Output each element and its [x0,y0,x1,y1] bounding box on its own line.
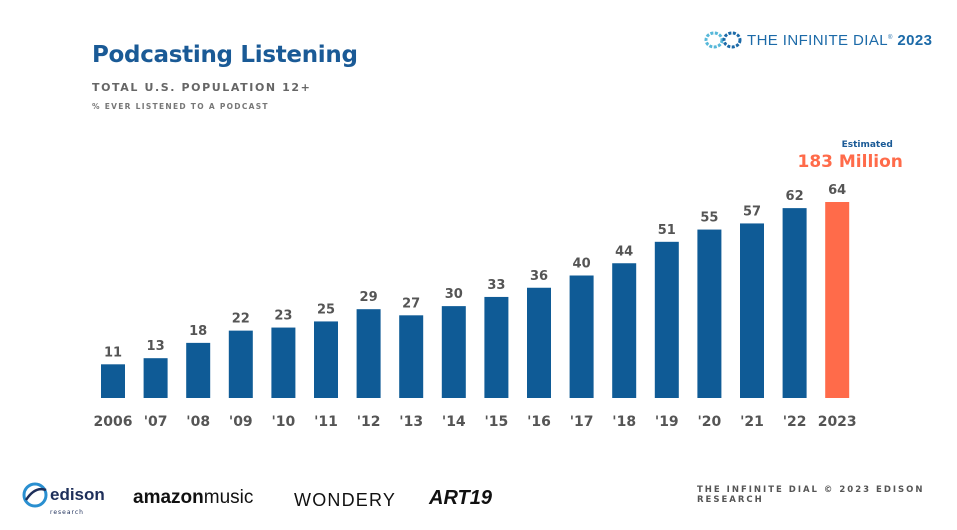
bar-8 [441,306,466,398]
value-label-15: 57 [743,204,761,219]
tick-label-5: '11 [314,414,338,430]
edison-logo: edison research [22,480,105,516]
value-label-1: 13 [147,339,165,354]
brand-prefix: THE INFINITE DIAL [747,31,888,49]
value-label-11: 40 [573,257,591,272]
infinite-dial-brand: THE INFINITE DIAL® 2023 [704,31,932,49]
tick-label-1: '07 [144,414,168,430]
tick-label-12: '18 [612,414,636,430]
tick-label-6: '12 [357,414,381,430]
annotation-small: Estimated [842,140,893,150]
tick-label-9: '15 [485,414,509,430]
bar-12 [612,263,637,398]
bar-chart: 11 2006 13 '07 18 '08 22 '09 23 '10 25 '11 29 '12 27 '1… [94,140,903,430]
value-label-9: 33 [487,278,505,293]
infinity-icon [704,31,742,49]
tick-label-0: 2006 [94,414,133,430]
amazon-music-logo: amazonmusic [133,487,253,509]
annotation-big: 183 Million [797,152,902,172]
value-label-12: 44 [615,244,633,259]
tick-label-3: '09 [229,414,253,430]
sponsor-logos: edison research amazonmusic WONDERY ART1… [22,478,542,522]
tick-label-14: '20 [698,414,722,430]
tick-label-10: '16 [527,414,551,430]
bar-0 [101,364,125,398]
bar-15 [740,223,764,398]
value-label-14: 55 [700,211,718,226]
bar-4 [271,327,296,398]
value-label-10: 36 [530,269,548,284]
bar-17 [825,202,850,398]
bar-9 [484,296,509,398]
tick-label-4: '10 [272,414,296,430]
bar-10 [527,287,551,398]
tick-label-16: '22 [783,414,807,430]
value-label-2: 18 [189,324,207,339]
bar-6 [356,309,381,398]
music-word: music [203,487,254,508]
bar-1 [143,358,168,398]
tick-label-13: '19 [655,414,679,430]
footer-credit: THE INFINITE DIAL © 2023 EDISON RESEARCH [697,485,925,505]
value-label-4: 23 [274,309,292,324]
brand-label: THE INFINITE DIAL® 2023 [747,32,932,49]
bar-16 [782,208,807,398]
tick-label-8: '14 [442,414,466,430]
bar-5 [314,321,338,398]
tick-label-2: '08 [186,414,210,430]
value-label-13: 51 [658,223,676,238]
value-label-0: 11 [104,345,122,360]
bar-7 [399,315,424,398]
bar-3 [228,330,253,398]
edison-sub: research [50,509,84,516]
amazon-word: amazon [133,487,204,508]
tick-label-17: 2023 [818,414,857,430]
value-label-5: 25 [317,302,335,317]
value-label-7: 27 [402,296,420,311]
value-label-17: 64 [828,183,846,198]
value-label-16: 62 [786,189,804,204]
bar-14 [697,229,722,398]
brand-year: 2023 [897,31,933,49]
value-label-6: 29 [360,290,378,305]
tick-label-7: '13 [399,414,423,430]
tick-label-11: '17 [570,414,594,430]
tick-label-15: '21 [740,414,764,430]
edison-globe-icon [22,482,48,508]
value-label-8: 30 [445,287,463,302]
chart-note: % EVER LISTENED TO A PODCAST [92,102,269,111]
chart-title: Podcasting Listening [92,42,358,68]
edison-word: edison [50,485,105,504]
value-label-3: 22 [232,312,250,327]
art19-logo: ART19 [429,487,492,509]
bar-13 [654,241,679,398]
bar-11 [569,275,594,398]
bar-2 [186,342,211,398]
chart-subtitle: TOTAL U.S. POPULATION 12+ [92,81,312,94]
brand-mark: ® [887,34,893,41]
wondery-logo: WONDERY [294,490,397,510]
